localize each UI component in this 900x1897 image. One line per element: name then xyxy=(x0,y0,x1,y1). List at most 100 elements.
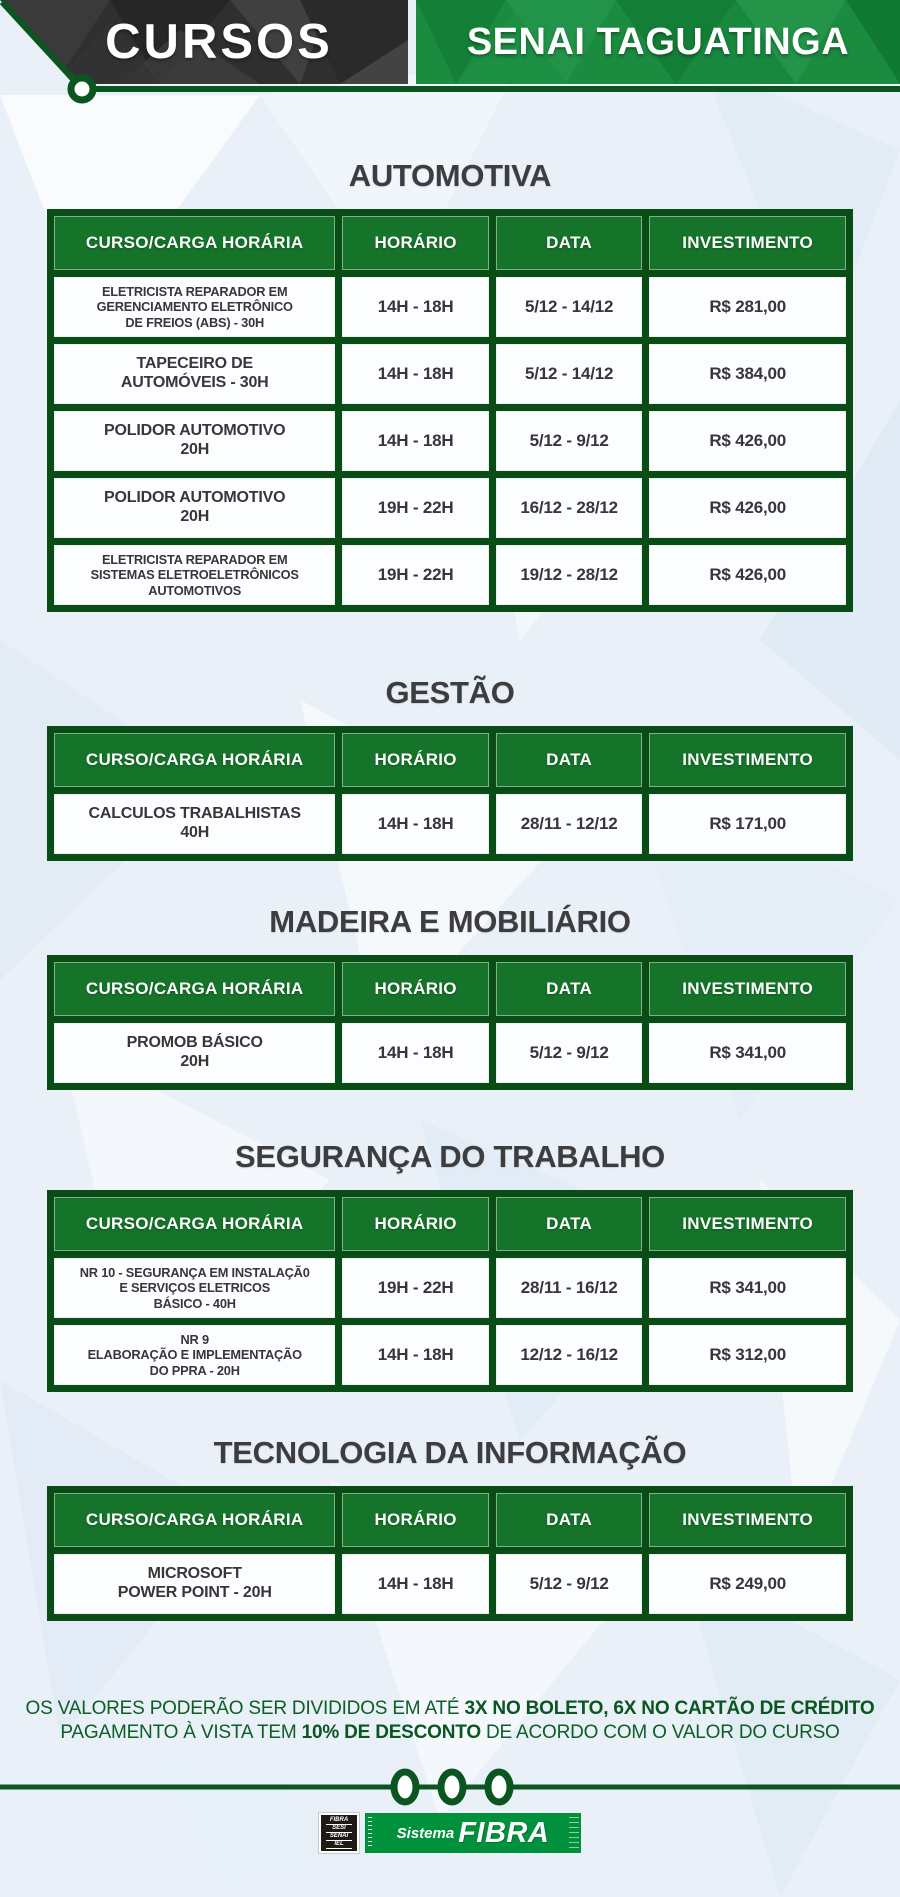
course-name-cell: NR 9 ELABORAÇÃO E IMPLEMENTAÇÃO DO PPRA - … xyxy=(54,1325,336,1385)
ring-ornament xyxy=(484,1768,514,1806)
course-name-line: ELABORAÇÃO E IMPLEMENTAÇÃO xyxy=(87,1347,302,1363)
column-header: DATA xyxy=(495,1493,643,1547)
course-name-line: NR 9 xyxy=(180,1331,210,1347)
logo-entity: FIBRA xyxy=(326,1817,352,1825)
course-name-cell: ELETRICISTA REPARADOR EM SISTEMAS ELETROE… xyxy=(54,545,336,605)
price-cell: R$ 341,00 xyxy=(649,1023,846,1083)
course-name-cell: TAPECEIRO DE AUTOMÓVEIS - 30H xyxy=(54,344,336,404)
column-header: INVESTIMENTO xyxy=(649,216,846,270)
course-name-line: E SERVIÇOS ELETRICOS xyxy=(119,1280,271,1296)
column-header: HORÁRIO xyxy=(342,1493,489,1547)
date-cell: 5/12 - 9/12 xyxy=(495,411,643,471)
logo-entity: SESI xyxy=(326,1825,352,1833)
column-header: CURSO/CARGA HORÁRIA xyxy=(54,962,336,1016)
table-header-row: CURSO/CARGA HORÁRIA HORÁRIO DATA INVESTIMEN… xyxy=(54,962,846,1016)
course-name-line: MICROSOFT xyxy=(147,1565,242,1583)
note-highlight: 10% DE DESCONTO xyxy=(301,1722,482,1743)
date-cell: 5/12 - 14/12 xyxy=(495,344,643,404)
price-cell: R$ 426,00 xyxy=(649,545,846,605)
course-name-line: BÁSICO - 40H xyxy=(153,1295,236,1311)
course-row: NR 10 - SEGURANÇA EM INSTALAÇÃ0 E SERVIÇO… xyxy=(54,1258,846,1318)
ring-ornament xyxy=(437,1768,467,1806)
column-header: HORÁRIO xyxy=(342,1197,489,1251)
course-name-cell: NR 10 - SEGURANÇA EM INSTALAÇÃ0 E SERVIÇO… xyxy=(54,1258,336,1318)
schedule-cell: 14H - 18H xyxy=(342,411,489,471)
schedule-cell: 19H - 22H xyxy=(342,478,489,538)
course-name-line: 40H xyxy=(180,824,210,841)
sistema-fibra-logo: FIBRA SESI SENAI IEL Sistema FIBRA xyxy=(318,1812,581,1854)
course-section: SEGURANÇA DO TRABALHO CURSO/CARGA HORÁRIA… xyxy=(0,1138,900,1392)
price-cell: R$ 341,00 xyxy=(649,1258,846,1318)
course-name-cell: PROMOB BÁSICO 20H xyxy=(54,1023,336,1083)
date-cell: 5/12 - 14/12 xyxy=(495,277,643,337)
course-name-line: DE FREIOS (ABS) - 30H xyxy=(125,314,265,330)
course-table: CURSO/CARGA HORÁRIA HORÁRIO DATA INVESTIMEN… xyxy=(47,209,853,612)
course-name-line: NR 10 - SEGURANÇA EM INSTALAÇÃ0 xyxy=(79,1264,310,1280)
schedule-cell: 14H - 18H xyxy=(342,794,489,854)
course-row: ELETRICISTA REPARADOR EM GERENCIAMENTO EL… xyxy=(54,277,846,337)
course-section: TECNOLOGIA DA INFORMAÇÃO CURSO/CARGA HORÁ… xyxy=(0,1434,900,1621)
schedule-cell: 14H - 18H xyxy=(342,1554,489,1614)
course-name-line: AUTOMÓVEIS - 30H xyxy=(120,374,269,391)
payment-note-line1: OS VALORES PODERÃO SER DIVIDIDOS EM ATÉ … xyxy=(0,1697,900,1721)
course-name-line: POLIDOR AUTOMOTIVO xyxy=(104,422,286,440)
table-header-row: CURSO/CARGA HORÁRIA HORÁRIO DATA INVESTIMEN… xyxy=(54,216,846,270)
course-name-line: GERENCIAMENTO ELETRÔNICO xyxy=(96,299,293,315)
green-facets-decoration xyxy=(416,0,900,84)
price-cell: R$ 312,00 xyxy=(649,1325,846,1385)
course-sections: AUTOMOTIVA CURSO/CARGA HORÁRIA HORÁRIO DATA… xyxy=(0,157,900,1621)
schedule-cell: 19H - 22H xyxy=(342,1258,489,1318)
table-header-row: CURSO/CARGA HORÁRIA HORÁRIO DATA INVESTIMEN… xyxy=(54,1493,846,1547)
column-header: DATA xyxy=(495,733,643,787)
column-header: CURSO/CARGA HORÁRIA xyxy=(54,216,336,270)
schedule-cell: 14H - 18H xyxy=(342,1325,489,1385)
course-name-cell: MICROSOFT POWER POINT - 20H xyxy=(54,1554,336,1614)
schedule-cell: 14H - 18H xyxy=(342,1023,489,1083)
course-name-line: 20H xyxy=(180,1053,210,1070)
schedule-cell: 14H - 18H xyxy=(342,344,489,404)
payment-note: OS VALORES PODERÃO SER DIVIDIDOS EM ATÉ … xyxy=(0,1697,900,1745)
column-header: DATA xyxy=(495,962,643,1016)
section-title: GESTÃO xyxy=(385,675,515,710)
course-row: POLIDOR AUTOMOTIVO 20H 19H - 22H 16/12 - 28… xyxy=(54,478,846,538)
section-title: MADEIRA E MOBILIÁRIO xyxy=(269,904,631,939)
course-row: POLIDOR AUTOMOTIVO 20H 14H - 18H 5/12 - 9/1… xyxy=(54,411,846,471)
column-header: HORÁRIO xyxy=(342,733,489,787)
date-cell: 28/11 - 16/12 xyxy=(495,1258,643,1318)
date-cell: 19/12 - 28/12 xyxy=(495,545,643,605)
course-table: CURSO/CARGA HORÁRIA HORÁRIO DATA INVESTIMEN… xyxy=(47,1190,853,1392)
fibra-label: FIBRA xyxy=(458,1816,550,1849)
course-row: TAPECEIRO DE AUTOMÓVEIS - 30H 14H - 18H 5/1… xyxy=(54,344,846,404)
price-cell: R$ 281,00 xyxy=(649,277,846,337)
column-header: INVESTIMENTO xyxy=(649,1197,846,1251)
payment-note-line2: PAGAMENTO À VISTA TEM 10% DE DESCONTO DE… xyxy=(0,1721,900,1745)
table-header-row: CURSO/CARGA HORÁRIA HORÁRIO DATA INVESTIMEN… xyxy=(54,1197,846,1251)
footer-divider xyxy=(0,1767,900,1807)
column-header: DATA xyxy=(495,1197,643,1251)
course-name-cell: CALCULOS TRABALHISTAS 40H xyxy=(54,794,336,854)
course-name-line: ELETRICISTA REPARADOR EM xyxy=(101,283,288,299)
senai-block: SENAI TAGUATINGA xyxy=(416,0,900,84)
course-row: NR 9 ELABORAÇÃO E IMPLEMENTAÇÃO DO PPRA - … xyxy=(54,1325,846,1385)
section-title: SEGURANÇA DO TRABALHO xyxy=(235,1139,665,1174)
column-header: HORÁRIO xyxy=(342,962,489,1016)
section-title: AUTOMOTIVA xyxy=(348,158,552,193)
schedule-cell: 14H - 18H xyxy=(342,277,489,337)
course-name-line: AUTOMOTIVOS xyxy=(148,582,242,598)
course-name-line: CALCULOS TRABALHISTAS xyxy=(88,805,302,823)
course-name-line: POLIDOR AUTOMOTIVO xyxy=(104,489,286,507)
column-header: CURSO/CARGA HORÁRIA xyxy=(54,733,336,787)
course-section: GESTÃO CURSO/CARGA HORÁRIA HORÁRIO DATA INVE… xyxy=(0,674,900,861)
note-text: OS VALORES PODERÃO SER DIVIDIDOS EM ATÉ xyxy=(25,1698,465,1719)
column-header: INVESTIMENTO xyxy=(649,962,846,1016)
course-section: MADEIRA E MOBILIÁRIO CURSO/CARGA HORÁRIA H… xyxy=(0,903,900,1090)
course-name-line: DO PPRA - 20H xyxy=(149,1362,240,1378)
course-row: CALCULOS TRABALHISTAS 40H 14H - 18H 28/11 -… xyxy=(54,794,846,854)
course-row: ELETRICISTA REPARADOR EM SISTEMAS ELETROE… xyxy=(54,545,846,605)
sistema-label: Sistema xyxy=(396,1824,455,1842)
column-header: CURSO/CARGA HORÁRIA xyxy=(54,1197,336,1251)
note-highlight: 3X NO BOLETO, 6X NO CARTÃO DE CRÉDITO xyxy=(464,1698,875,1719)
divider-line-rings xyxy=(0,1768,900,1806)
price-cell: R$ 171,00 xyxy=(649,794,846,854)
